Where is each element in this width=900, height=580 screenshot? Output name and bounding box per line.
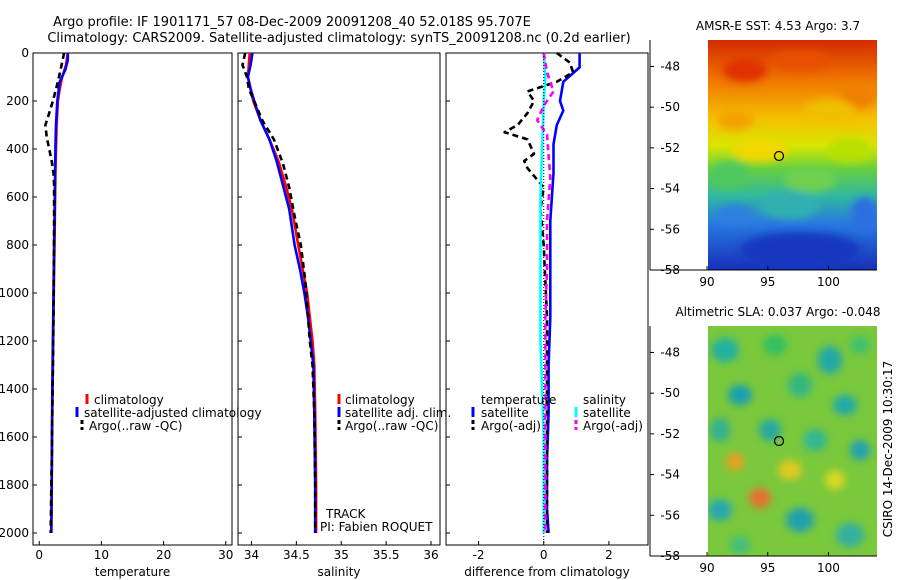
sla-map-axes: 90 95 100 -48 -50 -52 -54 -56 -58: [649, 326, 877, 575]
series-line-difference-3: [535, 52, 555, 533]
legend-label-temp-argo: Argo(-adj): [481, 419, 541, 433]
series-line-difference-1: [503, 51, 575, 533]
sst-float-marker: [773, 150, 785, 162]
x-tick-label: -2: [473, 548, 485, 562]
y-tick-label: 200: [6, 94, 29, 108]
sla-float-marker: [773, 435, 785, 447]
map-x-tick-label: 95: [760, 275, 775, 289]
x-tick-label: 36: [423, 548, 438, 562]
y-tick-label: 800: [6, 238, 29, 252]
x-tick-label: 34: [244, 548, 259, 562]
map-y-tick-label: -50: [660, 386, 680, 400]
x-tick-label: 35.5: [373, 548, 400, 562]
y-tick-label: 1600: [0, 430, 29, 444]
timestamp-stamp: CSIRO 14-Dec-2009 10:30:17: [881, 361, 895, 538]
x-tick-label: 34.5: [283, 548, 310, 562]
pi-label: PI: Fabien ROQUET: [320, 520, 433, 534]
y-tick-label: 1000: [0, 286, 29, 300]
difference-panel: -2 0 2 difference from climatology: [445, 51, 649, 579]
x-tick-label: 0: [540, 548, 548, 562]
legend-label-satellite-adj: satellite adj. clim.: [345, 406, 451, 420]
map-y-tick-label: -50: [660, 100, 680, 114]
sla-map-field: [708, 326, 877, 556]
legend-label-sal-argo: Argo(-adj): [583, 419, 643, 433]
temperature-panel: 0 10 20 30 temperature 0 200 400 600 800 1000 1200 1…: [0, 46, 233, 579]
header-line-1: Argo profile: IF 1901171_57 08-Dec-2009 …: [53, 15, 531, 30]
legend-title-salinity: salinity: [583, 393, 626, 407]
x-tick-label: 10: [94, 548, 109, 562]
legend-label-argo: Argo(..raw -QC): [345, 419, 438, 433]
map-y-tick-label: -56: [660, 508, 680, 522]
series-line-salinity-2: [241, 52, 317, 533]
map-x-tick-label: 90: [699, 561, 714, 575]
x-tick-label: 20: [156, 548, 171, 562]
map-x-tick-label: 90: [699, 275, 714, 289]
x-axis-label: temperature: [95, 565, 170, 579]
x-tick-label: 30: [218, 548, 233, 562]
y-tick-label: 600: [6, 190, 29, 204]
legend-label-temp-satellite: satellite: [481, 406, 529, 420]
legend-label-sal-satellite: satellite: [583, 406, 631, 420]
temperature-legend: climatology satellite-adjusted climatolo…: [75, 393, 262, 433]
x-tick-label: 2: [605, 548, 613, 562]
y-tick-label: 2000: [0, 526, 29, 540]
x-axis-label: salinity: [317, 565, 360, 579]
map-x-tick-label: 95: [760, 561, 775, 575]
difference-legend: temperature satellite Argo(-adj) salinit…: [471, 393, 643, 433]
series-line-difference-2: [539, 52, 547, 533]
series-line-temperature-2: [44, 52, 66, 534]
plot-frame: [32, 52, 233, 546]
track-label: TRACK: [325, 507, 367, 521]
legend-label-argo: Argo(..raw -QC): [89, 419, 182, 433]
map-y-tick-label: -56: [660, 222, 680, 236]
series-line-difference-0: [545, 53, 581, 534]
legend-label-climatology: climatology: [345, 393, 415, 407]
sst-map-field: [708, 40, 877, 270]
plot-frame: [237, 52, 441, 546]
legend-title-temperature: temperature: [481, 393, 556, 407]
y-tick-label: 1200: [0, 334, 29, 348]
map-y-tick-label: -54: [660, 182, 680, 196]
sst-map-axes: 90 95 100 -48 -50 -52 -54 -56 -58: [649, 40, 877, 289]
map-x-tick-label: 100: [817, 561, 840, 575]
plot-frame: [445, 52, 649, 546]
map-y-tick-label: -52: [660, 427, 680, 441]
map-y-tick-label: -54: [660, 468, 680, 482]
salinity-legend: climatology satellite adj. clim. Argo(..…: [320, 393, 451, 534]
sla-map-title: Altimetric SLA: 0.037 Argo: -0.048: [675, 305, 880, 319]
x-axis-label: difference from climatology: [464, 565, 630, 579]
salinity-panel: 34 34.5 35 35.5 36 salinity: [237, 52, 441, 579]
map-y-tick-label: -58: [660, 263, 680, 277]
x-tick-label: 0: [35, 548, 43, 562]
y-tick-label: 1400: [0, 382, 29, 396]
map-y-tick-label: -52: [660, 141, 680, 155]
y-tick-label: 400: [6, 142, 29, 156]
map-y-tick-label: -58: [660, 549, 680, 563]
map-y-tick-label: -48: [660, 59, 680, 73]
y-tick-label: 1800: [0, 478, 29, 492]
map-x-tick-label: 100: [817, 275, 840, 289]
x-tick-label: 35: [334, 548, 349, 562]
y-tick-label: 0: [21, 46, 29, 60]
header-line-2: Climatology: CARS2009. Satellite-adjuste…: [47, 31, 630, 46]
map-y-tick-label: -48: [660, 345, 680, 359]
legend-label-climatology: climatology: [94, 393, 164, 407]
sst-map-title: AMSR-E SST: 4.53 Argo: 3.7: [696, 19, 860, 33]
legend-label-satellite-adjusted: satellite-adjusted climatology: [84, 406, 262, 420]
